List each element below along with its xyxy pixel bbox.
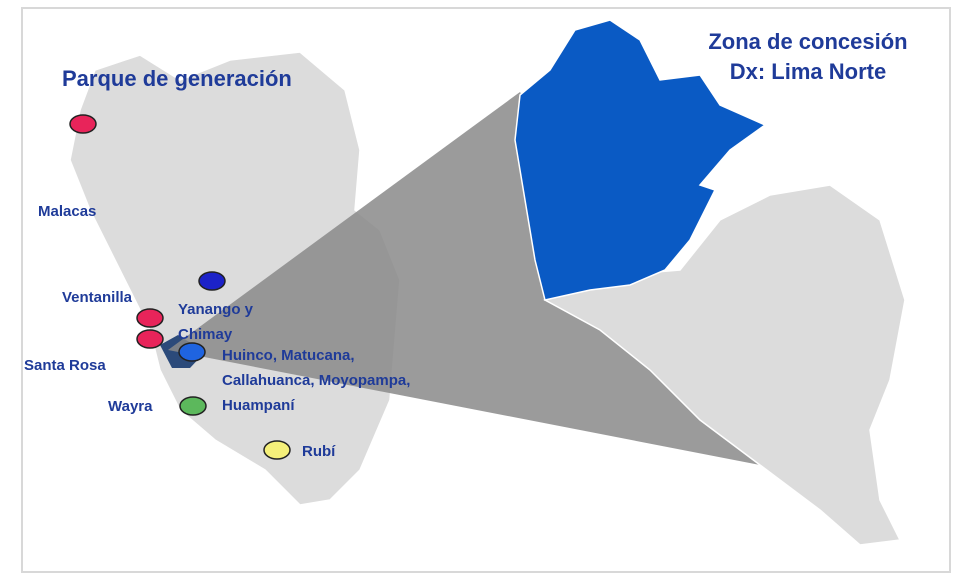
title: Parque de generación xyxy=(62,66,292,91)
plant-marker xyxy=(178,342,206,362)
plant-label: Malacas xyxy=(38,203,96,220)
plant-label: Huampaní xyxy=(222,397,295,414)
plant-label: Santa Rosa xyxy=(24,357,106,374)
plant-label: Ventanilla xyxy=(62,289,133,306)
plant-marker xyxy=(136,308,164,328)
plant-label: Wayra xyxy=(108,398,153,415)
plant-label: Huinco, Matucana, xyxy=(222,347,355,364)
plant-label: Yanango y xyxy=(178,301,254,318)
zone-title: Zona de concesión xyxy=(708,29,907,54)
zone-title: Dx: Lima Norte xyxy=(730,59,886,84)
lima-norte xyxy=(514,19,767,301)
plant-marker xyxy=(136,329,164,349)
plant-label: Rubí xyxy=(302,443,336,460)
peru-shape xyxy=(69,51,401,506)
plant-marker xyxy=(69,114,97,134)
plant-label: Callahuanca, Moyopampa, xyxy=(222,372,410,389)
plant-label: Chimay xyxy=(178,326,233,343)
plant-marker xyxy=(198,271,226,291)
plant-marker xyxy=(263,440,291,460)
plant-marker xyxy=(179,396,207,416)
zoom-cone xyxy=(168,92,760,465)
